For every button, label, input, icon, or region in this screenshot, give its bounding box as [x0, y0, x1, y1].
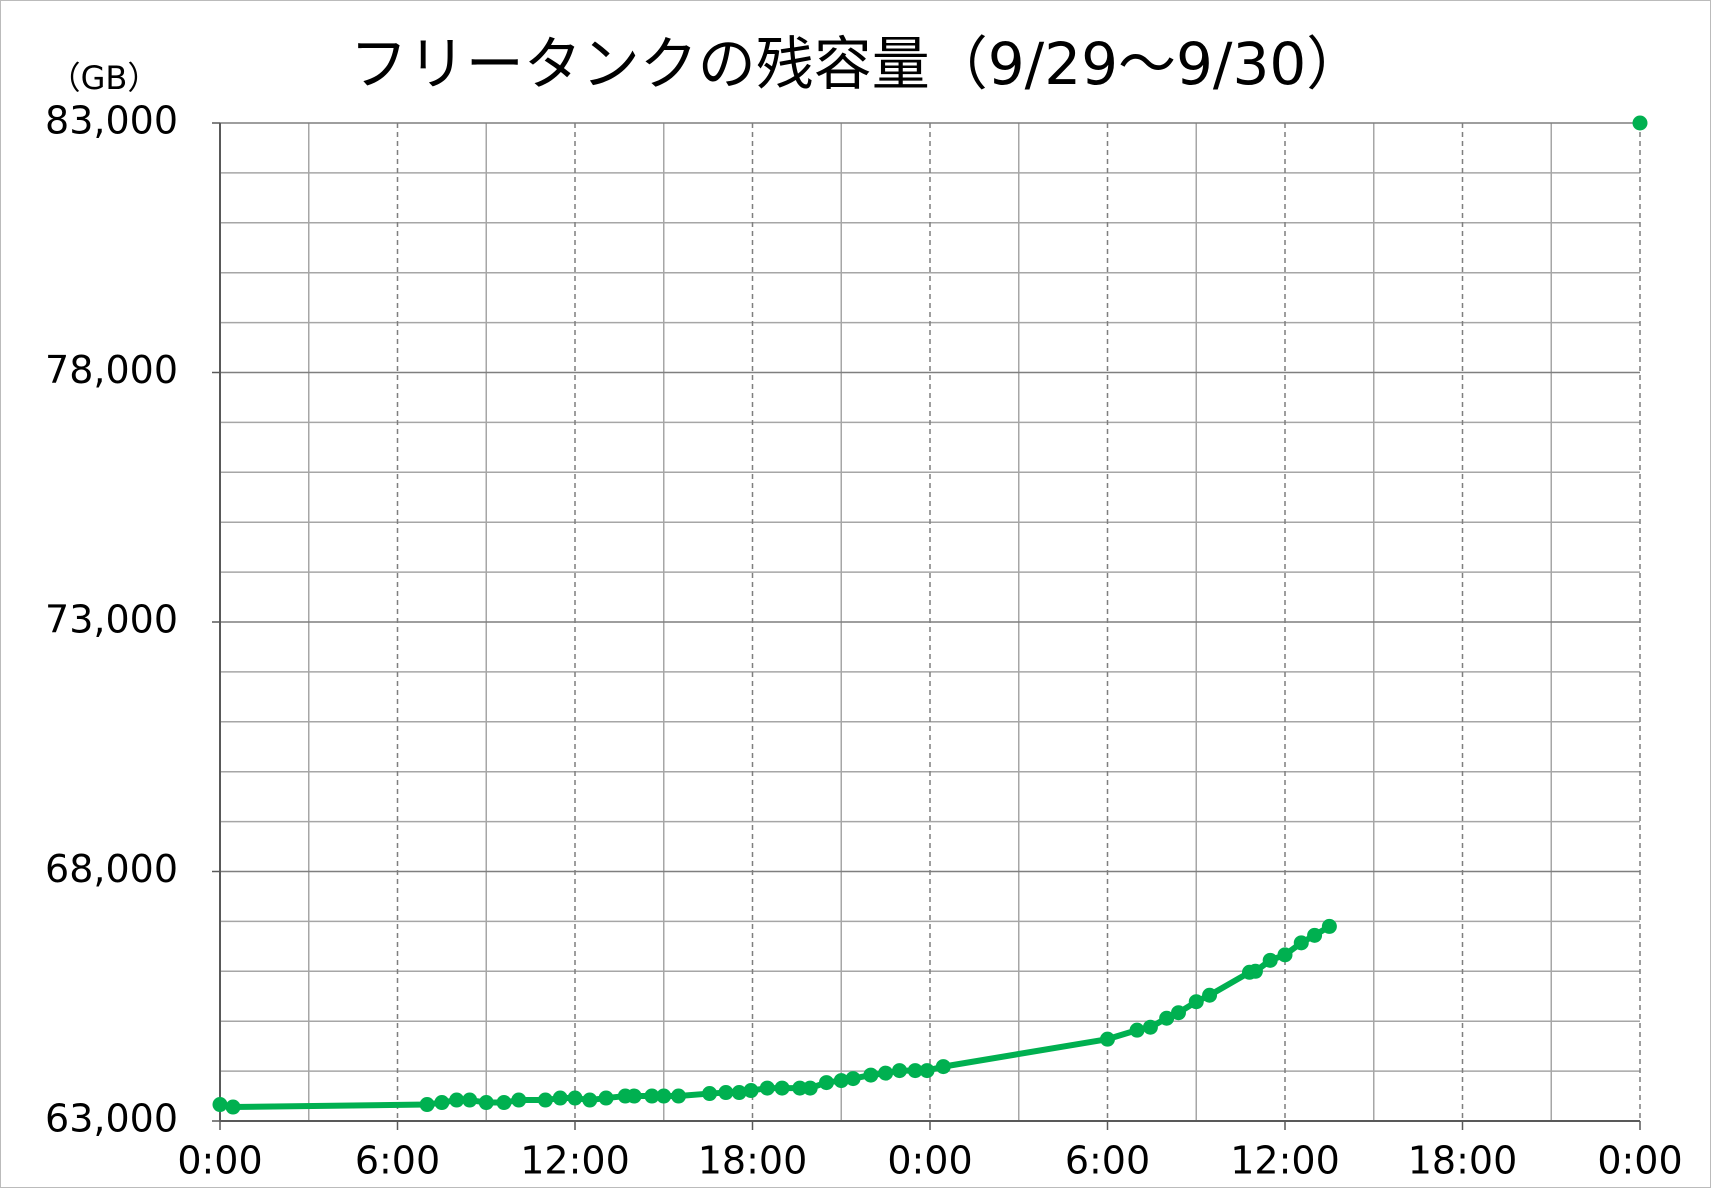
x-tick-label: 0:00: [887, 1139, 972, 1183]
data-point: [845, 1071, 861, 1087]
data-point: [1293, 935, 1309, 951]
data-point: [774, 1080, 790, 1096]
data-point: [552, 1090, 568, 1106]
data-point: [1142, 1019, 1158, 1035]
data-point: [1188, 994, 1204, 1010]
data-point: [537, 1092, 553, 1108]
data-point: [449, 1092, 465, 1108]
data-point: [626, 1088, 642, 1104]
chart-title: フリータンクの残容量（9/29～9/30）: [350, 30, 1365, 98]
data-point: [1202, 987, 1218, 1003]
data-point: [892, 1063, 908, 1079]
y-tick-label: 68,000: [45, 847, 178, 891]
data-point: [1262, 952, 1278, 968]
data-point: [1129, 1022, 1145, 1038]
data-point: [1159, 1010, 1175, 1026]
data-point: [567, 1090, 583, 1106]
x-tick-label: 12:00: [1230, 1139, 1340, 1183]
data-point: [671, 1088, 687, 1104]
data-point: [731, 1085, 747, 1101]
data-point: [1100, 1031, 1115, 1047]
data-point: [919, 1063, 935, 1079]
data-point: [743, 1083, 759, 1099]
x-tick-label: 18:00: [1408, 1139, 1518, 1183]
data-point: [462, 1092, 478, 1108]
data-point: [419, 1097, 435, 1113]
data-point: [511, 1092, 527, 1108]
x-tick-label: 18:00: [698, 1139, 808, 1183]
data-point: [478, 1095, 494, 1111]
y-tick-label: 83,000: [45, 99, 178, 143]
data-point: [1632, 115, 1648, 131]
data-point: [907, 1063, 923, 1079]
data-point: [818, 1075, 834, 1091]
data-point: [1277, 947, 1293, 963]
y-unit: （GB）: [49, 59, 160, 97]
data-point: [582, 1092, 598, 1108]
x-tick-label: 0:00: [1597, 1139, 1682, 1183]
y-tick-label: 63,000: [45, 1097, 178, 1141]
x-tick-label: 6:00: [355, 1139, 440, 1183]
x-tick-label: 12:00: [520, 1139, 630, 1183]
data-point: [1247, 963, 1263, 979]
data-point: [759, 1080, 775, 1096]
data-point: [833, 1073, 849, 1089]
y-tick-label: 73,000: [45, 598, 178, 642]
data-point: [863, 1067, 879, 1083]
data-point: [656, 1088, 672, 1104]
data-point: [598, 1090, 614, 1106]
data-point: [702, 1086, 718, 1102]
data-point: [434, 1095, 450, 1111]
data-point: [225, 1099, 241, 1115]
data-point: [802, 1080, 818, 1096]
data-point: [718, 1085, 734, 1101]
x-tick-label: 6:00: [1065, 1139, 1150, 1183]
data-point: [878, 1065, 894, 1081]
data-point: [1171, 1005, 1186, 1021]
data-point: [1321, 918, 1337, 934]
data-point: [792, 1080, 808, 1096]
y-tick-label: 78,000: [45, 348, 178, 392]
data-point: [644, 1088, 660, 1104]
x-tick-label: 0:00: [177, 1139, 262, 1183]
data-point: [212, 1097, 228, 1113]
data-point: [496, 1095, 512, 1111]
data-point: [935, 1059, 951, 1075]
data-point: [1307, 927, 1323, 943]
